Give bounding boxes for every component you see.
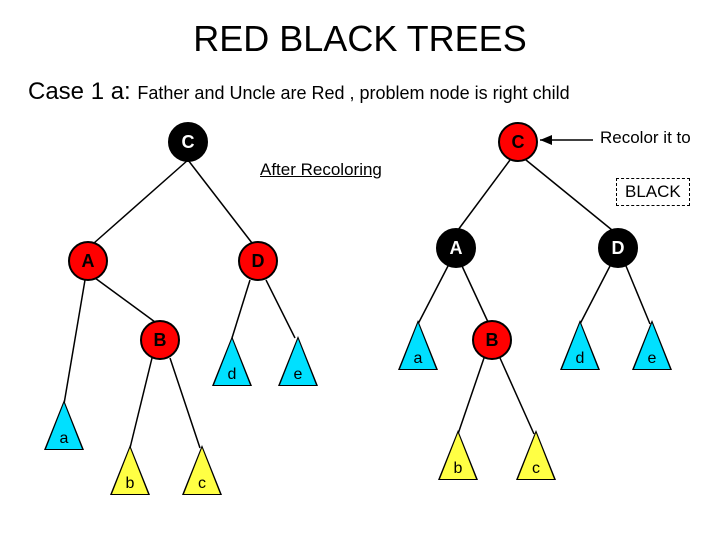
- subtree-label-c1: c: [182, 475, 222, 493]
- subtree-a1: a: [44, 400, 84, 454]
- subtree-e2: e: [632, 320, 672, 374]
- subtree-label-e2: e: [632, 350, 672, 368]
- subtree-label-a1: a: [44, 430, 84, 448]
- subtree-label-b2: b: [438, 460, 478, 478]
- node-A2: A: [436, 228, 476, 268]
- node-B1: B: [140, 320, 180, 360]
- recolor-it-to-label: Recolor it to: [600, 128, 691, 148]
- subtree-label-d2: d: [560, 350, 600, 368]
- subtree-b1: b: [110, 445, 150, 499]
- node-A1: A: [68, 241, 108, 281]
- subtree-label-b1: b: [110, 475, 150, 493]
- node-D1: D: [238, 241, 278, 281]
- page-title: RED BLACK TREES: [0, 18, 720, 60]
- node-C2: C: [498, 122, 538, 162]
- subtree-a2: a: [398, 320, 438, 374]
- subtree-c1: c: [182, 445, 222, 499]
- subtitle-prefix: Case 1 a:: [28, 78, 137, 105]
- black-label: BLACK: [616, 178, 690, 206]
- node-B2: B: [472, 320, 512, 360]
- subtitle-desc: Father and Uncle are Red , problem node …: [137, 83, 569, 103]
- subtree-b2: b: [438, 430, 478, 484]
- subtree-c2: c: [516, 430, 556, 484]
- subtree-d2: d: [560, 320, 600, 374]
- subtree-label-a2: a: [398, 350, 438, 368]
- node-D2: D: [598, 228, 638, 268]
- subtree-label-e1: e: [278, 366, 318, 384]
- subtree-e1: e: [278, 336, 318, 390]
- case-subtitle: Case 1 a: Father and Uncle are Red , pro…: [28, 78, 570, 106]
- subtree-d1: d: [212, 336, 252, 390]
- subtree-label-d1: d: [212, 366, 252, 384]
- subtree-label-c2: c: [516, 460, 556, 478]
- node-C1: C: [168, 122, 208, 162]
- after-recoloring-label: After Recoloring: [260, 160, 382, 180]
